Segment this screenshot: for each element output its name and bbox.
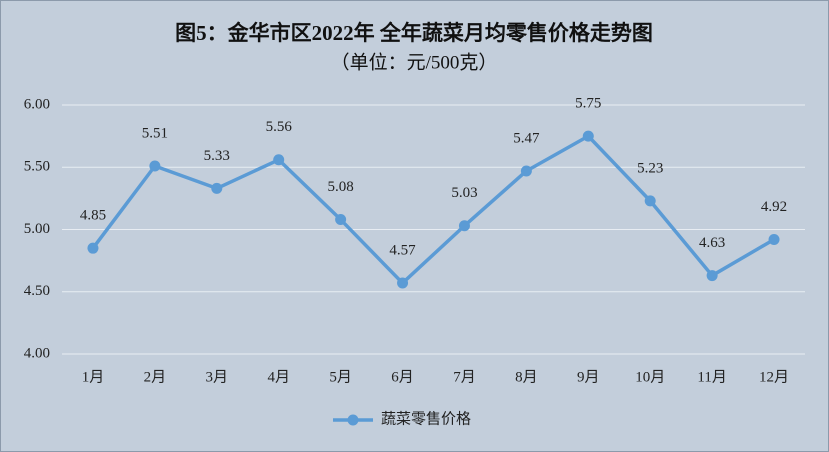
data-point bbox=[582, 130, 594, 142]
x-tick-label: 2月 bbox=[144, 369, 167, 385]
x-tick-label: 7月 bbox=[453, 369, 476, 385]
y-tick-label: 5.50 bbox=[24, 159, 50, 175]
y-tick-label: 4.50 bbox=[24, 283, 50, 299]
data-point bbox=[211, 182, 223, 194]
data-label: 5.75 bbox=[575, 96, 601, 112]
data-point bbox=[273, 154, 285, 166]
data-label: 5.33 bbox=[204, 148, 230, 164]
x-tick-label: 5月 bbox=[329, 369, 352, 385]
data-label: 5.08 bbox=[328, 179, 354, 195]
data-label: 5.51 bbox=[142, 125, 168, 141]
y-tick-label: 4.00 bbox=[24, 345, 50, 361]
data-point bbox=[768, 233, 780, 245]
x-tick-label: 10月 bbox=[635, 369, 665, 385]
data-label: 5.03 bbox=[451, 185, 477, 201]
data-label: 5.23 bbox=[637, 160, 663, 176]
x-tick-label: 9月 bbox=[577, 369, 600, 385]
series-line bbox=[91, 134, 775, 285]
data-point bbox=[458, 220, 470, 232]
x-tick-label: 1月 bbox=[82, 369, 105, 385]
data-point bbox=[87, 242, 99, 254]
data-label: 5.47 bbox=[513, 130, 540, 146]
data-label: 4.57 bbox=[389, 242, 416, 258]
data-point bbox=[335, 214, 347, 226]
data-point bbox=[706, 270, 718, 282]
chart-subtitle: （单位：元/500克） bbox=[331, 51, 498, 73]
data-label: 4.85 bbox=[80, 208, 106, 224]
x-tick-label: 11月 bbox=[697, 369, 726, 385]
legend-marker bbox=[347, 414, 359, 426]
data-point bbox=[644, 195, 656, 207]
data-point bbox=[520, 165, 532, 177]
legend-label: 蔬菜零售价格 bbox=[381, 410, 471, 427]
x-tick-label: 4月 bbox=[267, 369, 290, 385]
x-tick-label: 6月 bbox=[391, 369, 414, 385]
x-tick-label: 12月 bbox=[759, 369, 789, 385]
y-tick-label: 6.00 bbox=[24, 96, 50, 112]
chart-title: 图5：金华市区2022年 全年蔬菜月均零售价格走势图 bbox=[175, 21, 653, 45]
data-point bbox=[397, 277, 409, 289]
y-tick-label: 5.00 bbox=[24, 221, 50, 237]
data-label: 4.92 bbox=[761, 199, 787, 215]
data-label: 4.63 bbox=[699, 235, 725, 251]
x-tick-label: 8月 bbox=[515, 369, 538, 385]
data-point bbox=[149, 160, 161, 172]
data-label: 5.56 bbox=[266, 119, 293, 135]
x-tick-label: 3月 bbox=[206, 369, 229, 385]
